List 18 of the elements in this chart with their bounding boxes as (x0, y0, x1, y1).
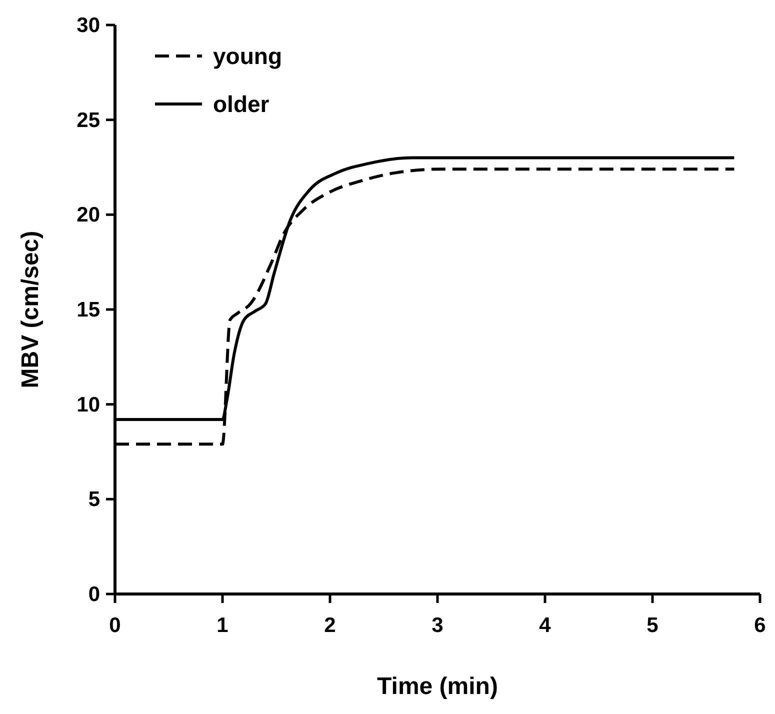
y-tick-label: 0 (88, 583, 100, 606)
y-tick-label: 5 (88, 488, 100, 512)
x-tick-label: 6 (754, 614, 766, 637)
x-axis-title: Time (min) (377, 673, 498, 700)
x-tick-label: 2 (324, 614, 336, 637)
y-tick-label: 20 (76, 204, 100, 227)
y-tick-label: 10 (76, 393, 100, 416)
x-tick-label: 3 (432, 614, 444, 637)
x-tick-label: 4 (539, 614, 552, 637)
y-tick-label: 25 (76, 108, 100, 132)
x-tick-label: 5 (646, 614, 659, 637)
y-tick-label: 15 (76, 298, 100, 322)
y-tick-label: 30 (76, 14, 100, 37)
y-axis-title: MBV (cm/sec) (17, 230, 44, 388)
x-tick-label: 1 (216, 614, 229, 637)
legend-label: older (213, 91, 270, 117)
x-tick-label: 0 (109, 614, 121, 637)
legend-label: young (213, 43, 282, 69)
